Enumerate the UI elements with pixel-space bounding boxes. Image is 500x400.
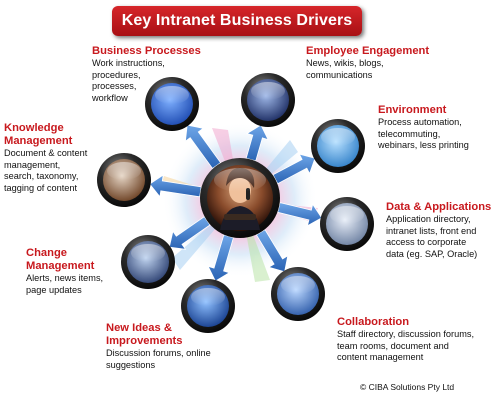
- node-heading: Data & Applications: [386, 201, 492, 213]
- label-data-applications: Data & Applications Application director…: [386, 201, 491, 260]
- node-body: Staff directory, discussion forums, team…: [337, 329, 475, 363]
- node-heading: Business Processes: [92, 45, 201, 57]
- node-gloss: [321, 128, 355, 146]
- center-node: [200, 158, 280, 238]
- node-gloss: [251, 82, 285, 100]
- node-gloss: [281, 276, 315, 294]
- node-3: [311, 119, 365, 173]
- node-gloss: [191, 288, 225, 306]
- label-new-ideas: New Ideas & Improvements Discussion foru…: [106, 322, 211, 371]
- node-gloss: [330, 206, 364, 224]
- label-environment: Environment Process automation, telecomm…: [378, 104, 469, 152]
- node-heading: Environment: [378, 104, 447, 116]
- label-employee-engagement: Employee Engagement News, wikis, blogs, …: [306, 45, 429, 81]
- arrow-8: [149, 174, 202, 198]
- node-heading: Change Management: [26, 247, 95, 272]
- node-1: [145, 77, 199, 131]
- title-banner: Key Intranet Business Drivers: [112, 6, 362, 36]
- node-heading: Knowledge Management: [4, 122, 73, 147]
- node-heading: Employee Engagement: [306, 45, 430, 57]
- arrow-2: [245, 124, 269, 162]
- node-gloss: [107, 162, 141, 180]
- node-body: Application directory, intranet lists, f…: [386, 214, 478, 259]
- node-gloss: [155, 86, 189, 104]
- node-gloss: [131, 244, 165, 262]
- driver-nodes: [97, 73, 374, 333]
- node-body: Process automation, telecommuting, webin…: [378, 117, 469, 151]
- label-collaboration: Collaboration Staff directory, discussio…: [337, 316, 474, 364]
- arrow-3: [272, 153, 316, 185]
- label-change-management: Change Management Alerts, news items, pa…: [26, 247, 103, 296]
- node-body: News, wikis, blogs, communications: [306, 58, 384, 80]
- page-title: Key Intranet Business Drivers: [121, 12, 353, 29]
- arrow-4: [277, 202, 323, 227]
- label-business-processes: Business Processes Work instructions, pr…: [92, 45, 201, 104]
- arrow-6: [207, 234, 234, 282]
- connector-arrows: [149, 124, 323, 282]
- node-7: [121, 235, 175, 289]
- node-6: [181, 279, 235, 333]
- node-body: Work instructions, procedures, processes…: [92, 58, 165, 103]
- arrow-7: [168, 216, 211, 250]
- node-5: [271, 267, 325, 321]
- node-2: [241, 73, 295, 127]
- node-8: [97, 153, 151, 207]
- arrow-5: [255, 229, 289, 273]
- node-heading: Collaboration: [337, 316, 410, 328]
- node-body: Discussion forums, online suggestions: [106, 348, 211, 370]
- node-body: Alerts, news items, page updates: [26, 273, 104, 295]
- node-4: [320, 197, 374, 251]
- node-heading: New Ideas & Improvements: [106, 322, 183, 347]
- copyright-text: © CIBA Solutions Pty Ltd: [360, 382, 455, 392]
- node-body: Document & content management, search, t…: [4, 148, 88, 193]
- label-knowledge-management: Knowledge Management Document & content …: [4, 122, 87, 194]
- arrow-1: [184, 124, 222, 170]
